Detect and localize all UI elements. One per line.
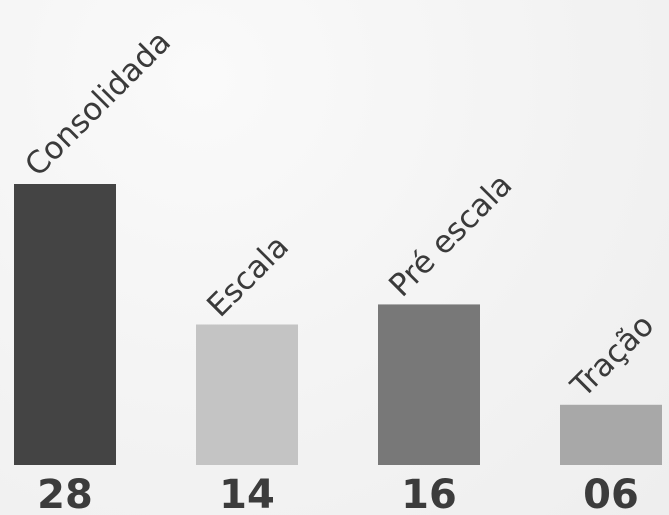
bar-tracao bbox=[560, 404, 662, 465]
value-label-tracao: 06 bbox=[583, 472, 639, 515]
bar-pre-escala bbox=[378, 304, 480, 465]
category-label-consolidada: Consolidada bbox=[18, 24, 178, 184]
category-label-tracao: Tração bbox=[563, 307, 661, 405]
bar-consolidada bbox=[14, 184, 116, 465]
category-label-escala: Escala bbox=[200, 228, 296, 324]
value-label-consolidada: 28 bbox=[37, 472, 93, 515]
value-labels-group: 28 14 16 06 bbox=[37, 472, 639, 515]
bars-group bbox=[14, 184, 662, 465]
category-label-pre-escala: Pré escala bbox=[382, 167, 519, 304]
bar-escala bbox=[196, 324, 298, 465]
value-label-escala: 14 bbox=[219, 472, 275, 515]
value-label-pre-escala: 16 bbox=[401, 472, 457, 515]
